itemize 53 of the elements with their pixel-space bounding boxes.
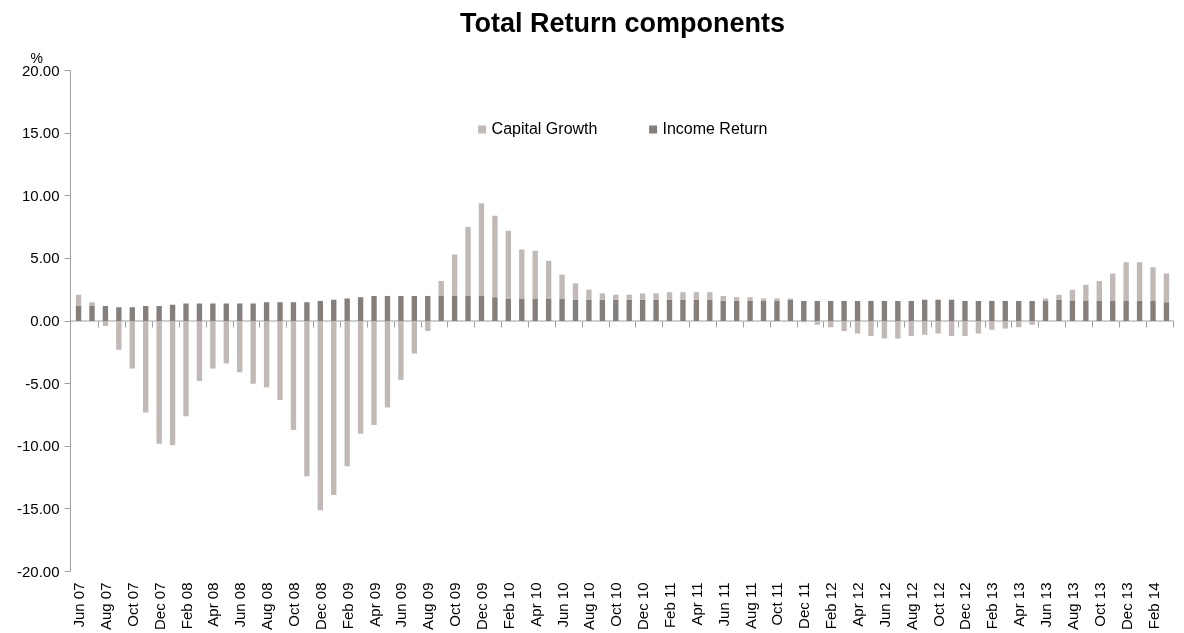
x-tick-label: Aug 13 — [1063, 582, 1081, 631]
x-tick-label: Aug 08 — [258, 582, 276, 631]
legend-label: Capital Growth — [491, 120, 598, 138]
x-tick-label: Apr 09 — [365, 582, 383, 627]
y-tick-label: 10.00 — [21, 186, 60, 204]
x-tick-label: Jun 08 — [231, 582, 249, 628]
x-tick-label: Oct 13 — [1090, 582, 1108, 627]
x-tick-label: Dec 10 — [634, 582, 652, 631]
x-tick-label: Feb 09 — [338, 582, 356, 630]
x-tick-label: Dec 07 — [150, 582, 168, 631]
x-tick-label: Apr 11 — [687, 582, 705, 626]
x-tick-label: Jun 10 — [553, 582, 571, 628]
x-tick-label: Jun 07 — [70, 582, 88, 628]
x-tick-label: Feb 14 — [1144, 582, 1162, 630]
x-tick-label: Oct 12 — [929, 582, 947, 627]
x-tick-label: Apr 12 — [849, 582, 867, 627]
y-tick-label: 0.00 — [30, 312, 60, 329]
x-tick-label: Dec 12 — [956, 582, 974, 631]
x-tick-label: Oct 09 — [446, 582, 464, 627]
x-tick-label: Apr 10 — [526, 582, 544, 627]
x-tick-label: Apr 13 — [1010, 582, 1028, 627]
y-axis-title: % — [30, 49, 43, 66]
y-tick-label: -15.00 — [16, 499, 60, 517]
x-tick-label: Dec 08 — [311, 582, 329, 631]
x-tick-label: Oct 11 — [768, 582, 786, 626]
x-tick-label: Jun 13 — [1037, 582, 1055, 628]
x-tick-label: Aug 09 — [419, 582, 437, 631]
x-tick-label: Aug 10 — [580, 582, 598, 631]
x-tick-label: Jun 12 — [875, 582, 893, 628]
legend-label: Income Return — [662, 120, 768, 138]
x-tick-label: Feb 10 — [499, 582, 517, 630]
x-tick-label: Aug 07 — [96, 582, 114, 631]
x-tick-label: Feb 11 — [661, 582, 679, 629]
x-tick-label: Jun 09 — [392, 582, 410, 628]
x-tick-label: Dec 11 — [795, 582, 813, 629]
x-tick-label: Jun 11 — [714, 582, 732, 627]
x-tick-label: Aug 12 — [902, 582, 920, 631]
x-tick-label: Apr 08 — [204, 582, 222, 627]
x-tick-label: Oct 07 — [123, 582, 141, 627]
x-tick-label: Feb 13 — [983, 582, 1001, 630]
y-tick-label: -10.00 — [16, 437, 60, 455]
y-tick-label: -5.00 — [25, 374, 60, 392]
chart-title: Total Return components — [460, 7, 786, 38]
y-tick-label: 15.00 — [21, 124, 60, 142]
x-tick-label: Aug 11 — [741, 582, 759, 629]
x-tick-label: Oct 10 — [607, 582, 625, 627]
y-tick-label: -20.00 — [16, 562, 60, 580]
x-tick-label: Oct 08 — [284, 582, 302, 627]
x-tick-label: Feb 08 — [177, 582, 195, 630]
y-tick-label: 5.00 — [30, 249, 60, 267]
x-tick-label: Feb 12 — [822, 582, 840, 630]
x-tick-label: Dec 09 — [472, 582, 490, 631]
x-tick-label: Dec 13 — [1117, 582, 1135, 631]
